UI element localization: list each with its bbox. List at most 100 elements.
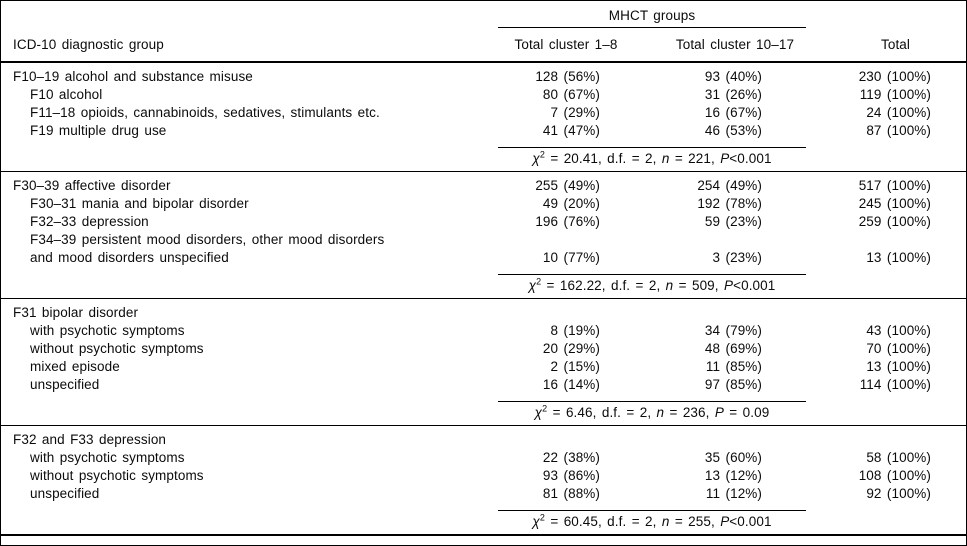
chi-square-stat-line: χ2 = 6.46, d.f. = 2, n = 236, P = 0.09 [498,401,806,425]
separator-text: , [710,151,721,166]
row-value: 92 (100%) [866,486,931,501]
table-row: F30–31 mania and bipolar disorder 49 (20%… [1,195,966,213]
row-value: 93 (40%) [704,69,762,84]
row-label: F32 and F33 depression [13,432,167,447]
row-value: 10 (77%) [542,250,600,265]
row-value: 43 (100%) [866,323,931,338]
p-symbol: P [720,151,730,166]
row-value: 192 (78%) [697,196,762,211]
df-value: 2 [645,514,653,529]
table-row: and mood disorders unspecified 10 (77%) 3 … [1,249,966,267]
row-value: 108 (100%) [858,468,931,483]
column-header-row: ICD-10 diagnostic group Total cluster 1–… [1,28,966,63]
row-value: 46 (53%) [704,123,762,138]
equals-text: = [673,278,692,293]
chi-exponent: 2 [539,512,545,523]
row-value: 48 (69%) [704,341,762,356]
separator-text: , [656,278,666,293]
row-label: with psychotic symptoms [30,323,185,338]
equals-text: = [541,278,560,293]
row-value: 16 (14%) [542,377,600,392]
p-value: <0.001 [733,278,776,293]
row-value: 49 (20%) [542,196,600,211]
p-value: <0.001 [729,151,772,166]
row-value: 31 (26%) [704,87,762,102]
row-label: F10–19 alcohol and substance misuse [13,69,253,84]
row-value: 34 (79%) [704,323,762,338]
row-value: 80 (67%) [542,87,600,102]
table-row: F10–19 alcohol and substance misuse 128 (… [1,68,966,86]
spanner-label: MHCT groups [608,8,696,23]
table-row: F10 alcohol 80 (67%) 31 (26%) 119 (100%) [1,86,966,104]
df-label: , d.f. = [601,278,649,293]
table-row: without psychotic symptoms 20 (29%) 48 (69… [1,340,966,358]
row-value: 517 (100%) [858,178,931,193]
row-value [825,431,966,449]
df-label: , d.f. = [592,405,640,420]
table-section: F10–19 alcohol and substance misuse 128 (… [1,63,966,172]
table-row: F32 and F33 depression [1,431,966,449]
table-section: F32 and F33 depression with psychotic sym… [1,426,966,536]
row-label: unspecified [30,486,100,501]
row-value: 128 (56%) [535,69,600,84]
df-label: , d.f. = [597,514,646,529]
row-value [487,231,645,249]
chi-square-value: 6.46 [565,405,593,420]
row-value: 24 (100%) [866,105,931,120]
row-label: F34–39 persistent mood disorders, other … [30,232,385,247]
separator-text: , [647,405,657,420]
row-value: 97 (85%) [704,377,762,392]
n-value: 509 [691,278,715,293]
table-row: F11–18 opioids, cannabinoids, sedatives,… [1,104,966,122]
row-value [487,304,645,322]
row-value [645,231,825,249]
p-symbol: P [714,405,724,420]
row-label: and mood disorders unspecified [30,250,229,265]
row-value [645,304,825,322]
row-value: 93 (86%) [542,468,600,483]
row-value: 114 (100%) [859,377,931,392]
row-label: F30–31 mania and bipolar disorder [30,196,249,211]
row-value: 255 (49%) [535,178,600,193]
row-value: 2 (15%) [550,359,600,374]
row-label: F32–33 depression [30,214,149,229]
df-value: 2 [639,405,648,420]
row-value: 7 (29%) [550,105,600,120]
separator-text: , [652,151,662,166]
equals-text: = [545,151,564,166]
chi-symbol: χ [534,405,543,420]
column-header-cluster-10-17: Total cluster 10–17 [675,37,795,52]
df-label: , d.f. = [597,151,646,166]
row-value [645,431,825,449]
table-row: F31 bipolar disorder [1,304,966,322]
row-value: 35 (60%) [704,450,762,465]
chi-symbol: χ [528,278,537,293]
chi-exponent: 2 [536,276,542,287]
row-label: without psychotic symptoms [30,468,204,483]
n-value: 221 [688,151,711,166]
chi-exponent: 2 [539,149,545,160]
row-value: 8 (19%) [550,323,600,338]
row-value: 11 (85%) [705,359,762,374]
row-label: F11–18 opioids, cannabinoids, sedatives,… [30,105,380,120]
separator-text: , [652,514,662,529]
table-section: F31 bipolar disorder with psychotic sympt… [1,299,966,426]
table-row: F34–39 persistent mood disorders, other … [1,231,966,249]
row-value [825,231,966,249]
row-value: 16 (67%) [704,105,762,120]
row-value [487,431,645,449]
table-row: with psychotic symptoms 22 (38%) 35 (60%) 5… [1,449,966,467]
n-value: 236 [682,405,706,420]
equals-text: = [669,514,689,529]
table-row: without psychotic symptoms 93 (86%) 13 (12… [1,467,966,485]
n-symbol: n [656,405,665,420]
row-value: 230 (100%) [858,69,931,84]
separator-text: , [705,405,715,420]
equals-text: = [664,405,683,420]
equals-text: = [545,514,564,529]
p-value: <0.001 [729,514,772,529]
row-label: F19 multiple drug use [30,123,167,138]
chi-square-value: 60.45 [563,514,598,529]
n-symbol: n [661,151,670,166]
